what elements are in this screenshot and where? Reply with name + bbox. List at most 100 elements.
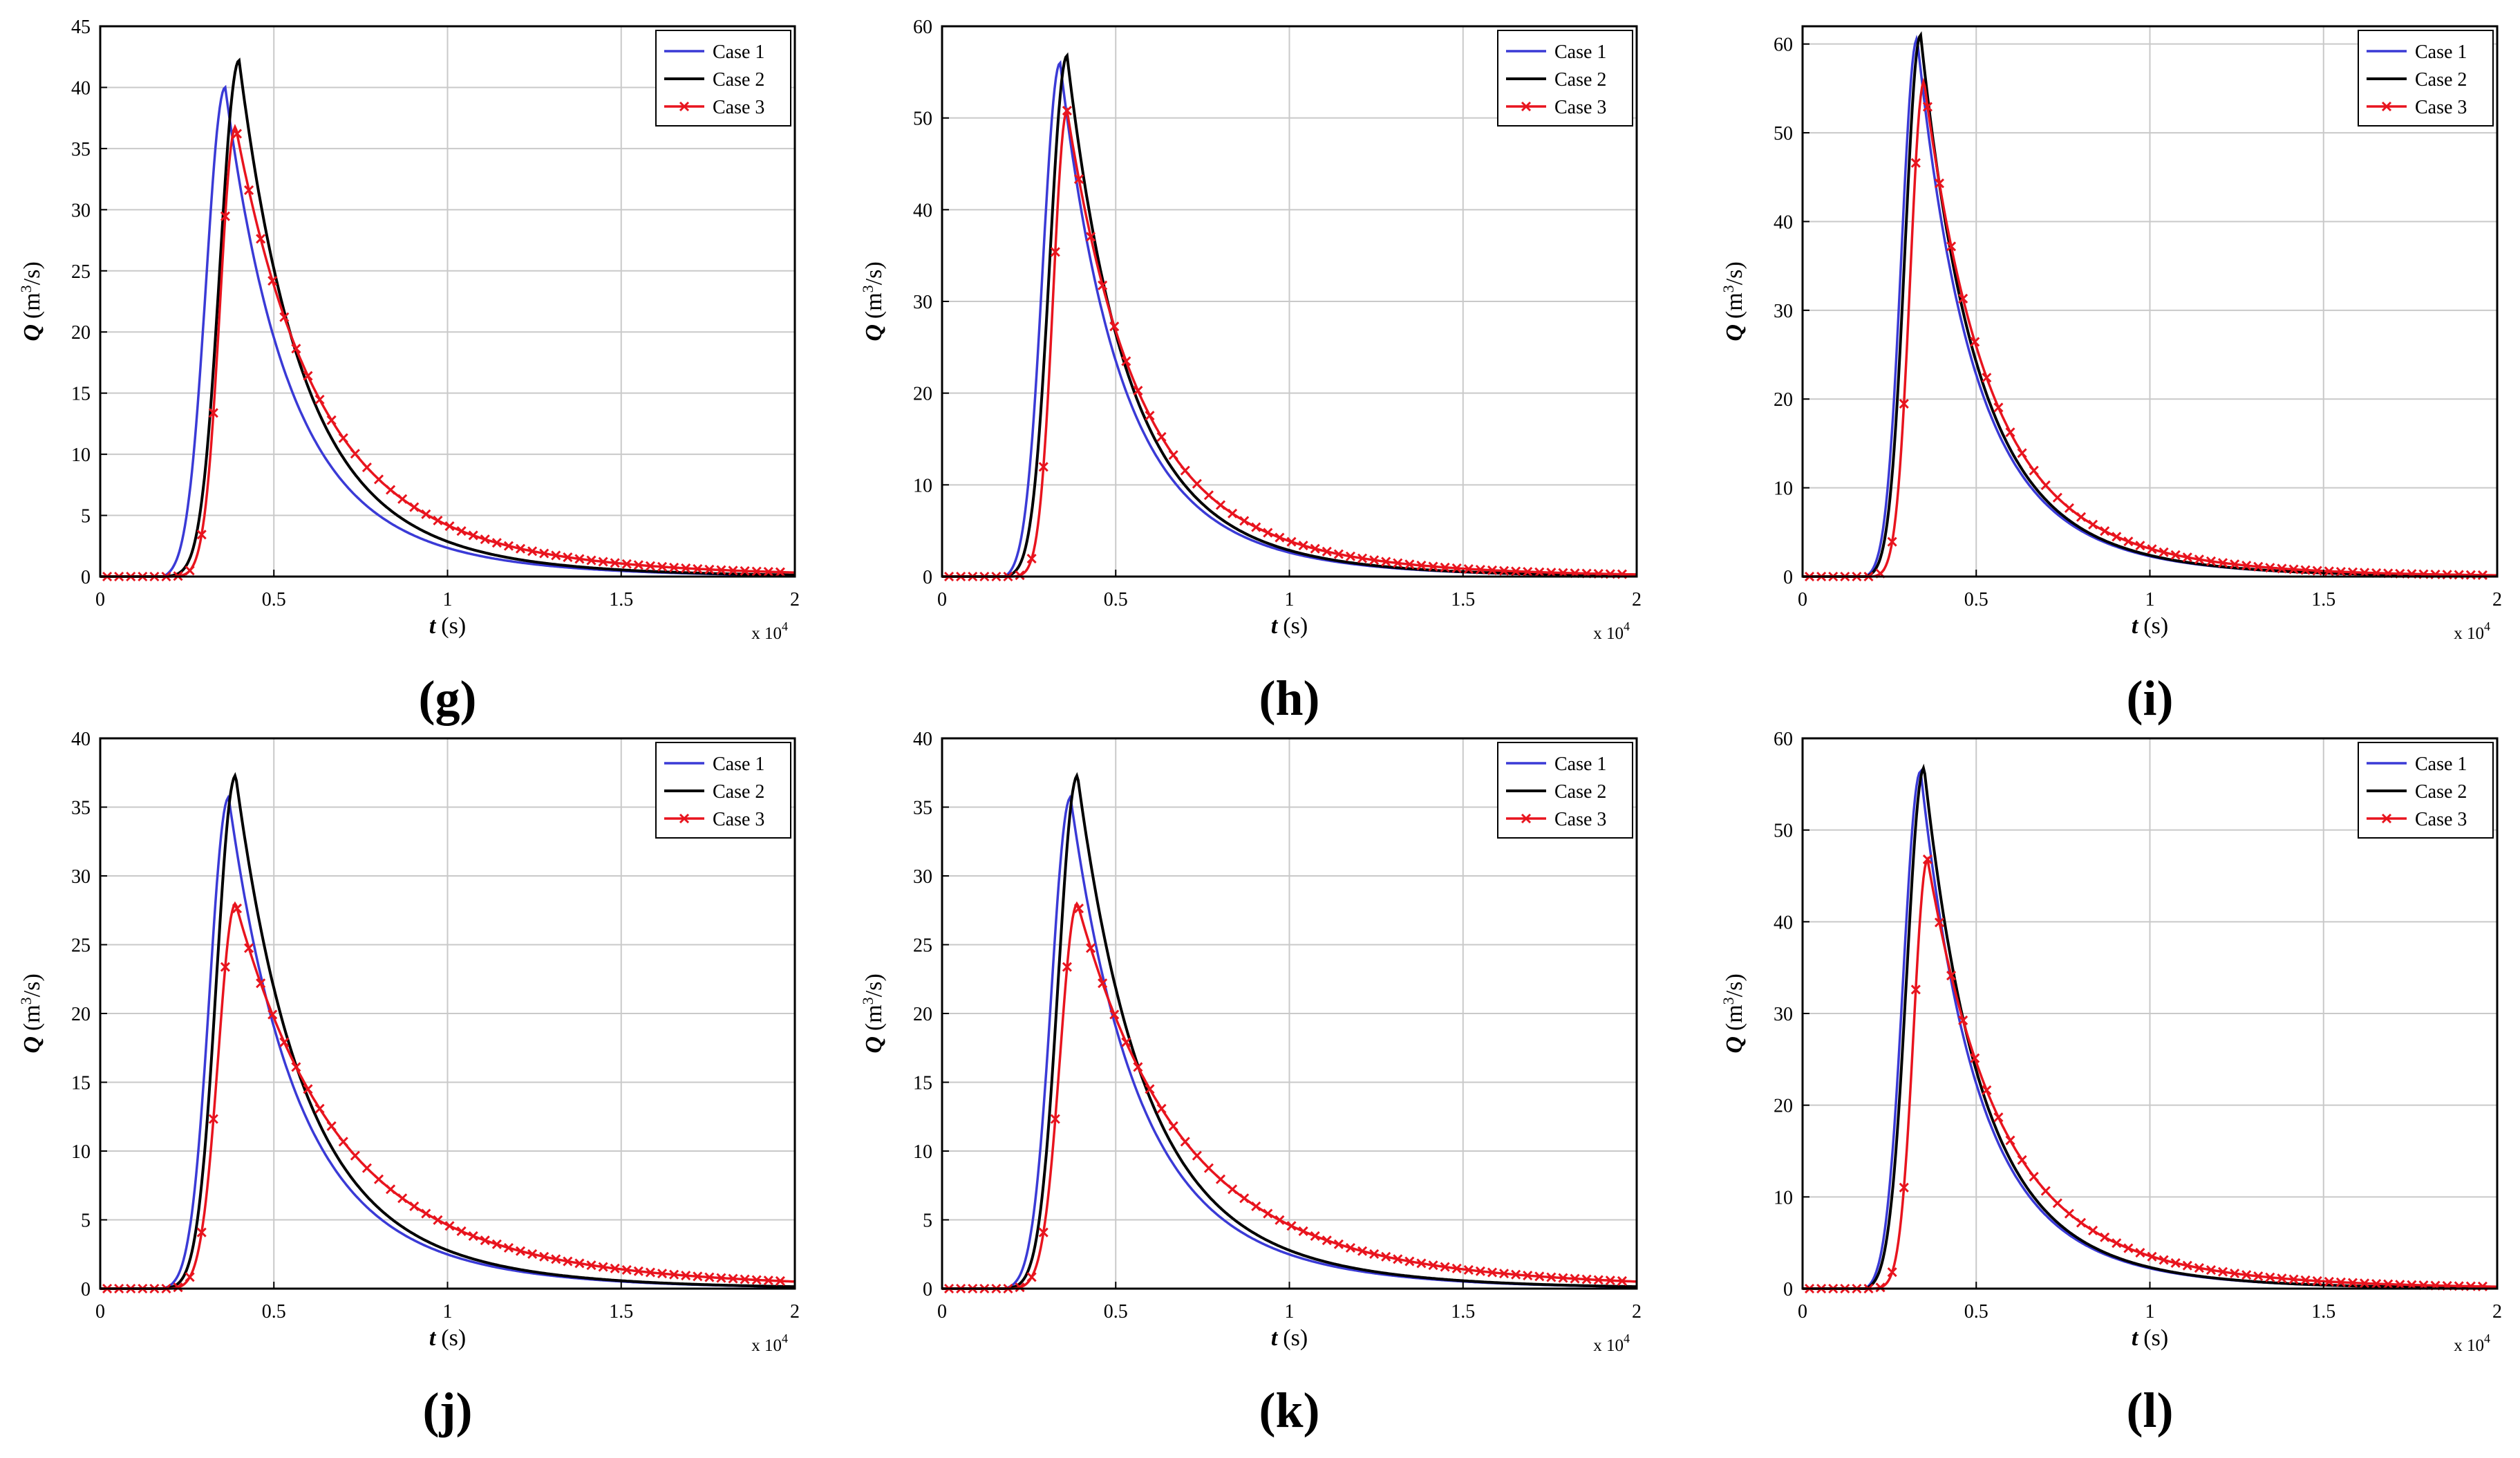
series-marker-case3	[196, 1227, 207, 1237]
x-tick-label: 0.5	[262, 1301, 286, 1323]
series-marker-case3	[751, 1275, 762, 1285]
series-marker-case3	[1133, 1062, 1143, 1072]
series-marker-case3	[1239, 516, 1250, 526]
y-tick-label: 0	[923, 567, 932, 588]
series-marker-case3	[1428, 561, 1438, 572]
series-marker-case3	[2312, 566, 2322, 576]
series-marker-case3	[763, 1275, 773, 1286]
series-line-case2	[1803, 31, 2497, 578]
y-tick-label: 35	[913, 798, 932, 819]
series-marker-case3	[704, 564, 715, 574]
x-multiplier-base: x 10	[751, 1336, 782, 1355]
x-axis-label: t (s)	[429, 1325, 466, 1351]
series-marker-case3	[1922, 854, 1933, 865]
legend-label-case3: Case 3	[2415, 97, 2467, 118]
series-marker-case3	[1275, 532, 1285, 543]
y-tick-label: 25	[913, 935, 932, 957]
panel-label: (i)	[2127, 671, 2174, 726]
series-marker-case3	[716, 565, 726, 575]
x-tick-label: 0.5	[1964, 1301, 1988, 1323]
y-axis-label: Q (m3/s)	[17, 973, 45, 1053]
x-axis-label: t (s)	[2132, 613, 2168, 639]
series-marker-case3	[2347, 567, 2358, 577]
series-marker-case3	[338, 433, 348, 443]
series-marker-case3	[2076, 1217, 2087, 1228]
series-marker-case3	[1286, 1221, 1297, 1231]
y-tick-label: 25	[71, 935, 91, 957]
series-marker-case3	[232, 129, 243, 139]
series-marker-case3	[2017, 1155, 2027, 1165]
legend-marker-case3	[2381, 813, 2392, 824]
series-marker-case3	[610, 558, 620, 568]
x-tick-label: 1.5	[2311, 1301, 2335, 1323]
series-marker-case3	[1203, 490, 1214, 501]
y-axis-label: Q (m3/s)	[859, 261, 887, 341]
legend-label-case3: Case 3	[2415, 809, 2467, 830]
series-marker-case3	[1581, 1274, 1592, 1284]
legend-marker-case3	[1521, 101, 1532, 112]
series-marker-case3	[1322, 546, 1332, 557]
series-marker-case3	[267, 276, 278, 286]
series-marker-case3	[1393, 1254, 1403, 1264]
x-axis-symbol: t	[1271, 613, 1279, 639]
y-axis-unit-superscript: 3	[17, 285, 35, 292]
series-marker-case3	[1228, 1184, 1238, 1195]
x-tick-label: 1.5	[1451, 589, 1475, 610]
y-tick-label: 15	[913, 1073, 932, 1094]
series-marker-case3	[728, 1273, 738, 1284]
series-marker-case3	[633, 560, 643, 570]
x-tick-label: 0	[937, 1301, 947, 1323]
x-axis-label: t (s)	[2132, 1325, 2168, 1351]
series-marker-case3	[2477, 570, 2488, 580]
series-marker-case3	[2182, 552, 2192, 563]
x-axis-symbol: t	[2132, 1325, 2139, 1351]
y-tick-label: 30	[71, 866, 91, 888]
series-marker-case3	[621, 559, 632, 569]
series-marker-case3	[1404, 1256, 1415, 1267]
panel-label: (k)	[1259, 1383, 1320, 1438]
series-marker-case3	[515, 543, 526, 554]
y-tick-label: 60	[1774, 729, 1793, 750]
series-marker-case3	[1946, 971, 1957, 981]
series-marker-case3	[763, 567, 773, 577]
series-marker-case3	[1098, 978, 1108, 989]
series-marker-case3	[1451, 1263, 1462, 1273]
series-line-case3	[1803, 77, 2497, 578]
series-marker-case3	[1251, 1201, 1261, 1211]
x-tick-label: 0	[1798, 589, 1807, 610]
y-axis-symbol: Q	[1722, 1036, 1747, 1054]
series-marker-case3	[2194, 1263, 2204, 1273]
y-tick-label: 10	[913, 475, 932, 496]
series-marker-case3	[2147, 1251, 2157, 1262]
legend-label-case3: Case 3	[1554, 809, 1606, 830]
series-marker-case3	[1322, 1235, 1332, 1246]
series-marker-case3	[503, 1242, 514, 1253]
series-marker-case3	[657, 561, 668, 572]
series-marker-case3	[2277, 1273, 2287, 1284]
y-axis-unit-end: /s)	[1722, 973, 1747, 997]
series-marker-case3	[2206, 1264, 2217, 1275]
series-marker-case3	[610, 1263, 620, 1273]
series-marker-case3	[1275, 1215, 1285, 1225]
series-marker-case3	[1098, 280, 1108, 290]
series-marker-case3	[2029, 1171, 2039, 1182]
series-marker-case3	[1357, 1246, 1368, 1256]
series-marker-case3	[2170, 550, 2181, 560]
x-axis-label: t (s)	[1271, 1325, 1308, 1351]
panel-label: (g)	[419, 671, 477, 726]
series-marker-case3	[1026, 1272, 1037, 1282]
y-axis-unit-start: (m	[861, 1004, 887, 1031]
series-marker-case3	[1145, 1084, 1155, 1094]
series-marker-case3	[1062, 962, 1072, 972]
series-marker-case3	[1546, 1272, 1557, 1282]
series-marker-case3	[681, 563, 691, 574]
series-marker-case3	[244, 943, 254, 953]
series-marker-case3	[2088, 519, 2098, 530]
series-marker-case3	[1381, 557, 1391, 567]
series-marker-case3	[1310, 543, 1320, 554]
y-tick-label: 0	[1783, 1279, 1793, 1300]
series-marker-case3	[1168, 450, 1178, 460]
series-marker-case3	[279, 1037, 290, 1047]
series-marker-case3	[775, 567, 785, 577]
